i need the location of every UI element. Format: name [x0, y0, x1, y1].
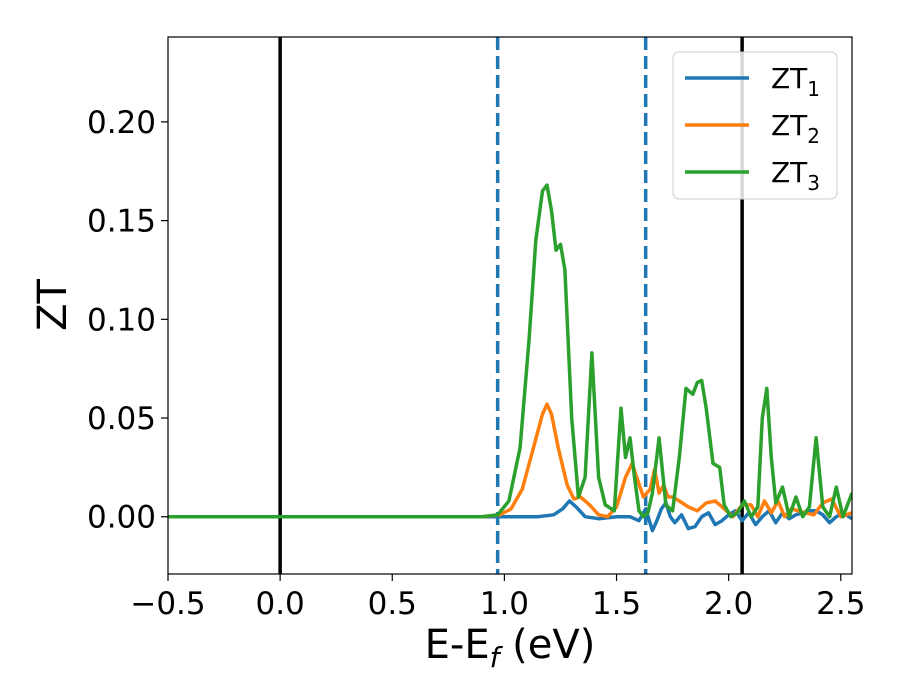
- legend-label-zt1: ZT1: [771, 62, 820, 101]
- legend-label-zt2: ZT2: [771, 109, 820, 148]
- legend-box: [672, 51, 838, 200]
- x-tick-label: 2.5: [816, 586, 865, 622]
- x-axis-label-main: E-E: [425, 622, 490, 668]
- series-lines: [168, 183, 852, 533]
- y-tick-label: 0.20: [87, 105, 156, 141]
- legend-label-zt3: ZT3: [771, 156, 820, 195]
- x-tick-label: 0.5: [368, 586, 417, 622]
- y-axis-label: ZT: [30, 279, 76, 331]
- x-tick-label: −0.5: [130, 586, 205, 622]
- y-axis-ticks: 0.00 0.05 0.10 0.15 0.20: [87, 105, 168, 536]
- x-tick-label: 2.0: [704, 586, 753, 622]
- x-axis-label-suffix: (eV): [499, 622, 595, 668]
- x-axis-ticks: −0.5 0.0 0.5 1.0 1.5 2.0 2.5: [130, 574, 865, 622]
- y-tick-label: 0.00: [87, 500, 156, 536]
- plot-frame: [167, 36, 853, 575]
- x-tick-label: 1.0: [480, 586, 529, 622]
- legend: ZT1 ZT2 ZT3: [672, 51, 838, 200]
- x-axis-label: E-Ef (eV): [425, 622, 596, 674]
- y-tick-label: 0.15: [87, 204, 156, 240]
- x-tick-label: 1.5: [592, 586, 641, 622]
- y-tick-label: 0.05: [87, 401, 156, 437]
- series-line-zt3: [168, 183, 852, 519]
- y-tick-label: 0.10: [87, 302, 156, 338]
- x-tick-label: 0.0: [255, 586, 304, 622]
